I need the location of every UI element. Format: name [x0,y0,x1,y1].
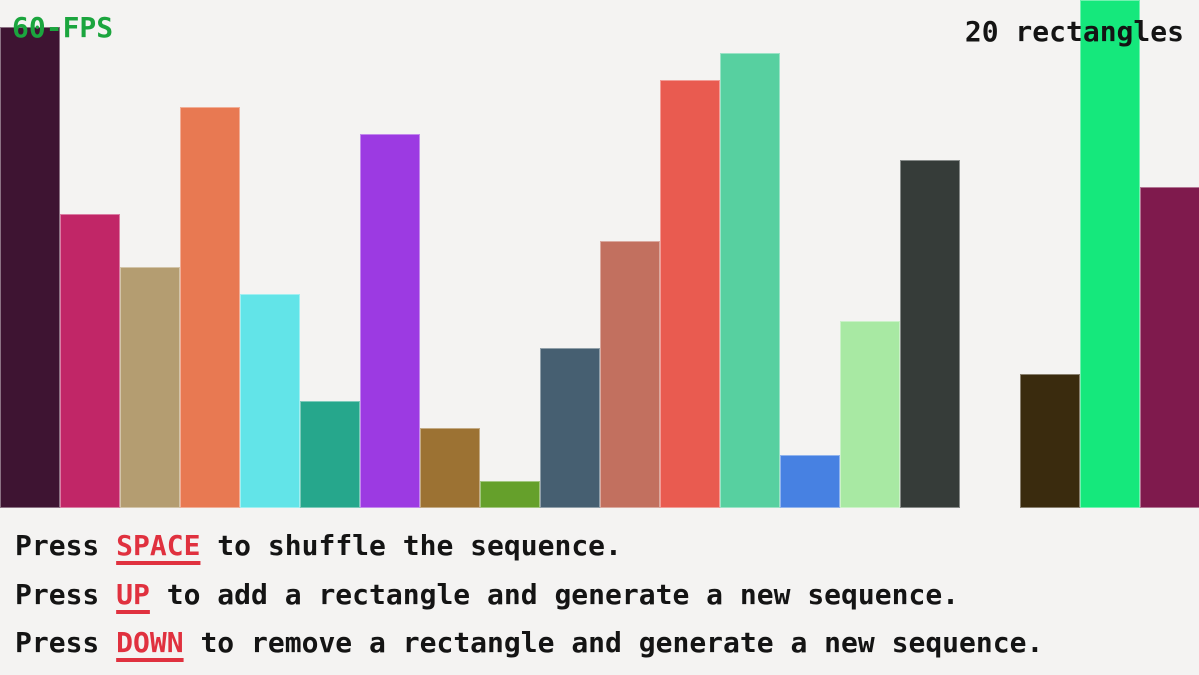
key-space: SPACE [116,529,201,562]
bar-4 [240,294,300,508]
key-down: DOWN [116,626,184,659]
instruction-suffix: to remove a rectangle and generate a new… [183,626,1044,659]
bar-12 [720,53,780,508]
rectangle-count: 20 rectangles [964,15,1184,48]
bar-9 [540,348,600,508]
bar-14 [840,321,900,508]
bar-19 [1140,187,1199,508]
bar-0 [0,27,60,508]
bar-15 [900,160,960,508]
instructions: Press SPACE to shuffle the sequence. Pre… [15,522,1043,668]
instruction-add: Press UP to add a rectangle and generate… [15,571,1043,620]
instruction-prefix: Press [15,529,117,562]
bar-8 [480,481,540,508]
instruction-prefix: Press [15,577,117,611]
bar-5 [300,401,360,508]
bar-2 [120,267,180,508]
bar-6 [360,134,420,508]
instruction-suffix: to add a rectangle and generate a new se… [149,577,960,611]
instruction-shuffle: Press SPACE to shuffle the sequence. [15,522,1043,571]
bar-1 [60,214,120,508]
instruction-prefix: Press [15,626,117,659]
bar-13 [780,455,840,508]
bar-7 [420,428,480,508]
instruction-suffix: to shuffle the sequence. [200,529,622,562]
key-up: UP [116,577,150,611]
bar-10 [600,241,660,508]
instruction-remove: Press DOWN to remove a rectangle and gen… [15,619,1043,668]
fps-counter: 60-FPS [12,11,114,44]
bar-17 [1020,374,1080,508]
bar-18 [1080,0,1140,508]
bar-3 [180,107,240,508]
bar-11 [660,80,720,508]
